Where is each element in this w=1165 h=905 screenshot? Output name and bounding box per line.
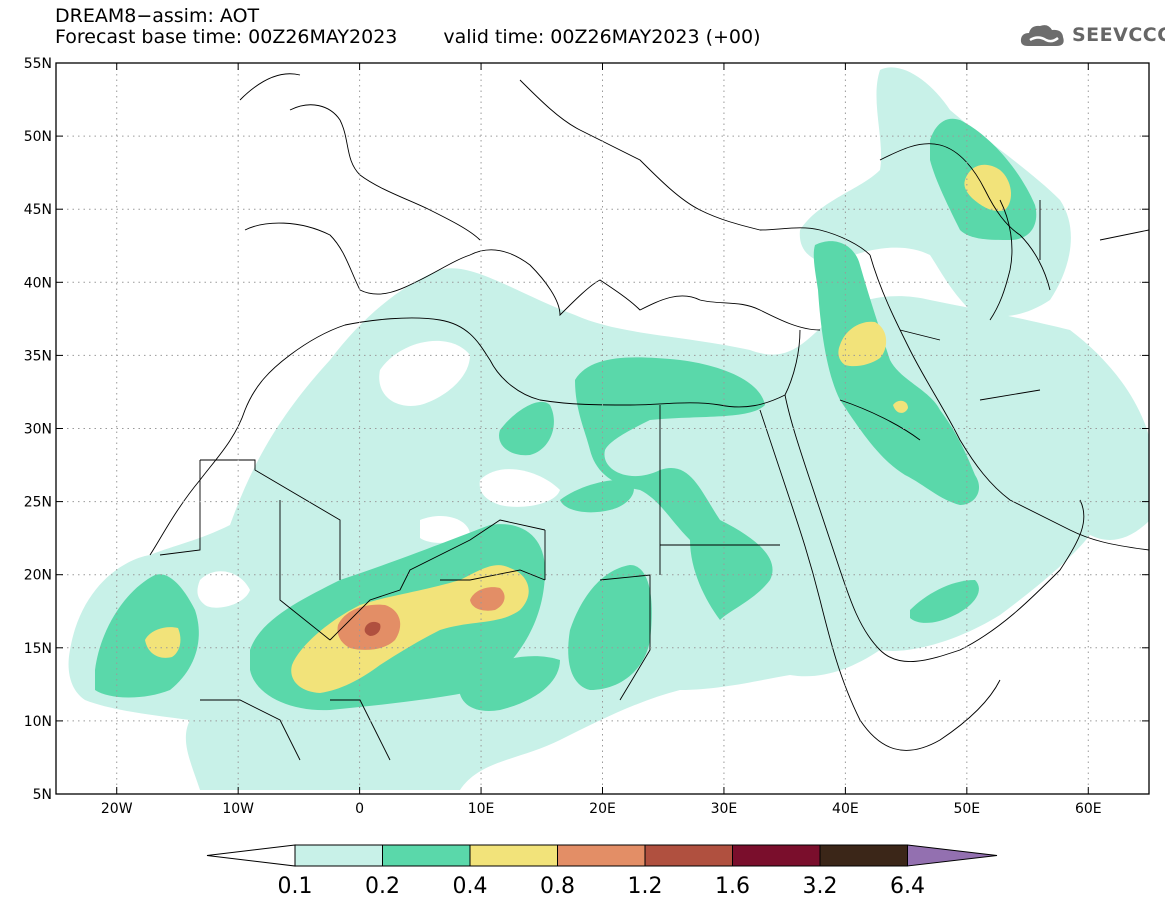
boundary-line — [869, 254, 1149, 551]
lon-tick-label: 30E — [711, 801, 738, 817]
lat-tick-label: 15N — [24, 641, 52, 657]
boundary-line — [839, 200, 1149, 441]
lat-tick-label: 40N — [24, 275, 52, 291]
base-time: Forecast base time: 00Z26MAY2023 — [55, 26, 398, 48]
colorbar-label: 0.4 — [453, 874, 488, 899]
colorbar-over-arrow — [907, 844, 998, 867]
lat-tick-label: 10N — [24, 714, 52, 730]
lat-tick-label: 25N — [24, 495, 52, 511]
colorbar-segment — [382, 844, 471, 867]
colorbar-segment — [469, 844, 558, 867]
colorbar-label: 3.2 — [803, 874, 838, 899]
lon-tick-label: 40E — [832, 801, 859, 817]
boundary-line — [989, 199, 1013, 321]
boundary-line — [469, 249, 821, 331]
lat-tick-label: 55N — [24, 56, 52, 72]
map-title: DREAM8−assim: AOT — [55, 5, 260, 27]
lat-tick-label: 5N — [33, 787, 52, 803]
colorbar-label: 1.2 — [628, 874, 663, 899]
coastlines-and-borders — [149, 73, 1149, 761]
latitude-axis: 55N 50N 45N 40N 35N 30N 25N 20N 15N 10N 5N — [24, 56, 1149, 803]
boundary-line — [159, 459, 546, 581]
colorbar-label: 0.8 — [540, 874, 575, 899]
boundary-line — [149, 317, 801, 556]
seevccc-logo: SEEVCCC — [1018, 20, 1165, 50]
lon-tick-label: 10W — [222, 801, 254, 817]
boundary-line — [759, 409, 1001, 751]
lon-tick-label: 10E — [468, 801, 495, 817]
boundary-line — [879, 143, 1051, 291]
longitude-axis: 20W 10W 0 10E 20E 30E 40E 50E 60E — [101, 63, 1102, 817]
colorbar-segment — [819, 844, 908, 867]
aot-fields — [56, 67, 1149, 794]
lat-tick-label: 20N — [24, 568, 52, 584]
boundary-line — [239, 73, 481, 241]
lat-tick-label: 35N — [24, 348, 52, 364]
logo-text: SEEVCCC — [1072, 24, 1165, 46]
valid-time: valid time: 00Z26MAY2023 (+00) — [443, 26, 761, 48]
colorbar-label: 6.4 — [890, 874, 925, 899]
colorbar-segment — [294, 844, 383, 867]
colorbar-segment — [644, 844, 733, 867]
colorbar-segment — [732, 844, 821, 867]
lon-tick-label: 20W — [101, 801, 133, 817]
boundary-line — [279, 405, 780, 641]
colorbar-label: 0.1 — [278, 874, 313, 899]
lat-tick-label: 30N — [24, 422, 52, 438]
lat-tick-label: 45N — [24, 202, 52, 218]
colorbar-label: 0.2 — [365, 874, 400, 899]
boundary-line — [784, 394, 1085, 662]
lat-tick-label: 50N — [24, 129, 52, 145]
colorbar-label: 1.6 — [715, 874, 750, 899]
lon-tick-label: 60E — [1075, 801, 1102, 817]
lon-tick-label: 50E — [953, 801, 980, 817]
forecast-times: Forecast base time: 00Z26MAY2023 valid ti… — [55, 27, 761, 47]
gridlines — [56, 63, 1149, 794]
boundary-line — [200, 574, 651, 761]
cloud-icon — [1020, 25, 1064, 46]
colorbar-under-arrow — [206, 844, 296, 867]
colorbar: 0.1 0.2 0.4 0.8 1.2 1.6 3.2 6.4 — [206, 844, 998, 899]
boundary-line — [519, 79, 871, 256]
colorbar-segment — [557, 844, 646, 867]
lon-tick-label: 20E — [589, 801, 616, 817]
lon-tick-label: 0 — [355, 801, 364, 817]
